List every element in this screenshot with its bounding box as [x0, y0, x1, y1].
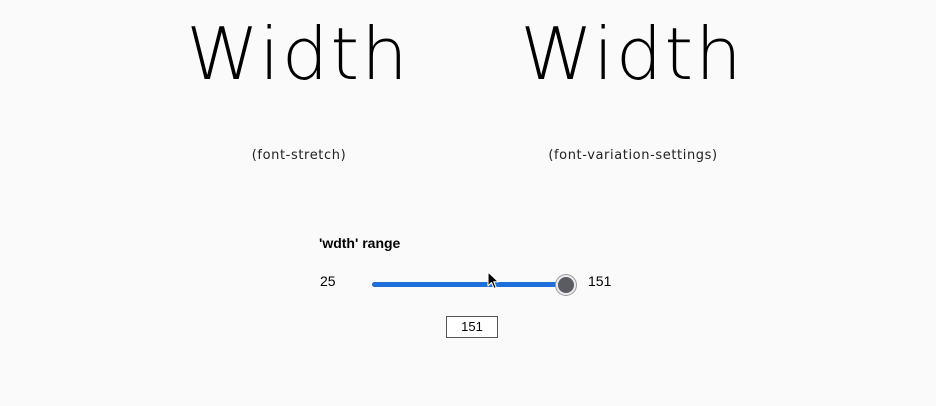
- width-sample-font-variation-settings: Width: [520, 12, 744, 96]
- slider-thumb[interactable]: [556, 275, 576, 295]
- wdth-value-output: 151: [446, 316, 498, 338]
- caption-font-stretch: (font-stretch): [251, 148, 347, 163]
- caption-font-variation-settings: (font-variation-settings): [548, 148, 718, 163]
- mouse-pointer-icon: [487, 271, 500, 290]
- slider-fill: [372, 282, 566, 287]
- range-max-label: 151: [588, 273, 612, 289]
- range-min-label: 25: [320, 273, 336, 289]
- width-sample-font-stretch: Width: [186, 12, 410, 96]
- wdth-range-label: 'wdth' range: [319, 235, 401, 251]
- wdth-range-slider[interactable]: [372, 274, 576, 296]
